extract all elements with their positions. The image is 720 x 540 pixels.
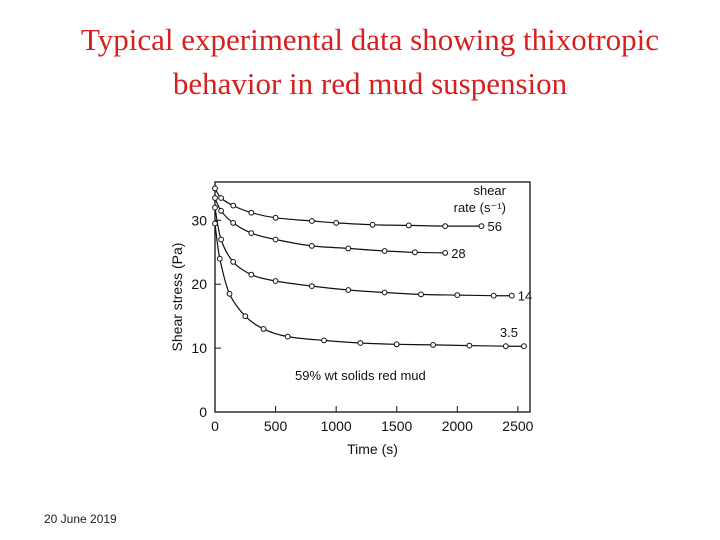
data-point xyxy=(412,249,418,256)
data-point xyxy=(212,195,218,201)
data-point xyxy=(309,283,315,289)
data-point xyxy=(381,289,388,296)
data-point xyxy=(466,342,473,349)
data-point xyxy=(430,342,437,348)
data-point xyxy=(230,202,237,209)
chart-annotation: 59% wt solids red mud xyxy=(295,368,426,383)
series-label-3-5: 3.5 xyxy=(500,325,518,340)
data-point xyxy=(284,333,291,340)
data-point xyxy=(454,292,461,298)
series-label-56: 56 xyxy=(488,219,502,234)
y-tick-label: 20 xyxy=(191,276,207,292)
data-point xyxy=(405,222,412,229)
data-point xyxy=(521,343,527,350)
data-point xyxy=(218,236,224,243)
data-point xyxy=(309,243,315,249)
y-tick-label: 0 xyxy=(199,404,207,420)
plot-frame xyxy=(214,181,531,413)
y-tick-label: 30 xyxy=(191,212,207,228)
data-point xyxy=(218,207,224,214)
data-point xyxy=(357,340,364,346)
data-point xyxy=(418,291,424,298)
chart-series xyxy=(212,185,527,350)
data-point xyxy=(260,326,267,332)
chart-labels: 56 28 14 3.5 shear rate (s⁻¹) 59% wt solids re… xyxy=(295,183,532,383)
data-point xyxy=(212,185,218,192)
data-point xyxy=(508,292,515,299)
series-line-14 xyxy=(214,207,512,297)
data-point xyxy=(381,248,388,254)
data-point xyxy=(230,259,237,265)
x-axis-title: Time (s) xyxy=(347,441,398,457)
data-point xyxy=(502,343,509,350)
data-point xyxy=(212,220,218,227)
thixotropy-chart: 0 500 1000 1500 2000 2500 0 10 20 30 Time (s) Shear… xyxy=(169,181,534,457)
data-point xyxy=(393,341,400,348)
x-tick-label: 0 xyxy=(211,418,219,434)
data-point xyxy=(242,313,249,320)
data-point xyxy=(218,195,224,201)
series-label-28: 28 xyxy=(451,246,465,261)
footer-date: 20 June 2019 xyxy=(44,512,117,526)
x-tick-label: 500 xyxy=(264,418,288,434)
data-point xyxy=(442,223,449,229)
data-point xyxy=(309,218,315,224)
data-point xyxy=(345,287,352,293)
data-point xyxy=(248,209,255,216)
chart-axes: 0 500 1000 1500 2000 2500 0 10 20 30 Time (s) Shear… xyxy=(169,181,534,457)
data-point xyxy=(230,220,237,226)
data-point xyxy=(272,214,279,221)
data-point xyxy=(333,220,340,226)
data-point xyxy=(272,278,279,284)
data-point xyxy=(478,223,485,229)
data-point xyxy=(212,204,218,211)
data-point xyxy=(248,230,255,236)
data-point xyxy=(345,245,352,252)
x-tick-label: 1000 xyxy=(321,418,352,434)
legend-title-line: shear xyxy=(473,183,506,198)
data-point xyxy=(248,271,255,278)
data-point xyxy=(321,337,327,344)
data-point xyxy=(442,250,449,256)
data-point xyxy=(226,290,233,297)
data-point xyxy=(216,255,223,262)
y-tick-label: 10 xyxy=(191,340,207,356)
series-line-28 xyxy=(214,197,446,254)
y-axis-title: Shear stress (Pa) xyxy=(169,243,185,352)
data-point xyxy=(490,292,497,299)
data-point xyxy=(369,221,376,228)
x-tick-label: 2000 xyxy=(442,418,473,434)
data-point xyxy=(272,236,279,243)
x-tick-label: 1500 xyxy=(381,418,412,434)
x-tick-label: 2500 xyxy=(502,418,533,434)
slide-title: Typical experimental data showing thixot… xyxy=(80,22,660,101)
legend-title-line: rate (s⁻¹) xyxy=(454,200,506,215)
series-line-56 xyxy=(214,188,482,227)
series-label-14: 14 xyxy=(518,289,532,304)
